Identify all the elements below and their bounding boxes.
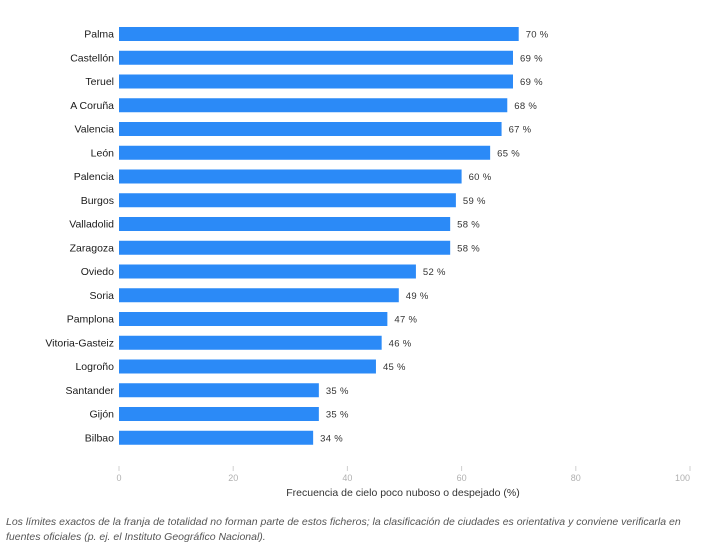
x-tick-label: 40	[342, 473, 352, 483]
bar-chart: Palma 70 % Castellón 69 % Teruel 69 % A Coruña…	[45, 27, 691, 499]
value-label-palma: 70 %	[526, 30, 549, 41]
category-label-pamplona: Pamplona	[67, 314, 114, 326]
x-tick-label: 60	[457, 473, 467, 483]
bar-gijon	[119, 407, 319, 421]
category-label-vitoria-gasteiz: Vitoria-Gasteiz	[45, 337, 114, 349]
value-label-logrono: 45 %	[383, 362, 406, 373]
value-label-santander: 35 %	[326, 386, 349, 397]
value-label-bilbao: 34 %	[320, 433, 343, 444]
value-label-oviedo: 52 %	[423, 267, 446, 278]
x-tick-label: 100	[675, 473, 690, 483]
category-label-oviedo: Oviedo	[81, 266, 114, 278]
bar-teruel	[119, 74, 513, 89]
bar-castellon	[119, 50, 513, 65]
bar-a-coruna	[119, 98, 508, 113]
value-label-teruel: 69 %	[520, 77, 543, 88]
value-label-leon: 65 %	[497, 148, 520, 159]
bar-soria	[119, 288, 399, 303]
category-label-palencia: Palencia	[74, 171, 114, 183]
value-label-zaragoza: 58 %	[457, 243, 480, 254]
x-axis-title: Frecuencia de cielo poco nuboso o despej…	[286, 487, 519, 499]
value-label-valencia: 67 %	[509, 125, 532, 136]
category-label-burgos: Burgos	[81, 195, 114, 207]
value-label-vitoria-gasteiz: 46 %	[389, 338, 412, 349]
bar-valencia	[119, 122, 502, 136]
bar-palencia	[119, 169, 462, 184]
category-label-zaragoza: Zaragoza	[70, 242, 115, 254]
chart-caption: Los límites exactos de la franja de tota…	[6, 516, 681, 543]
category-label-a-coruna: A Coruña	[70, 100, 114, 112]
category-label-logrono: Logroño	[75, 361, 114, 373]
bar-bilbao	[119, 430, 314, 445]
bar-leon	[119, 145, 491, 160]
bar-pamplona	[119, 312, 388, 326]
x-tick-label: 20	[228, 473, 238, 483]
bar-logrono	[119, 359, 376, 374]
bar-palma	[119, 27, 519, 41]
category-label-gijon: Gijón	[89, 409, 114, 421]
value-label-a-coruna: 68 %	[514, 101, 537, 112]
category-label-bilbao: Bilbao	[85, 432, 114, 444]
x-tick-label: 0	[116, 473, 121, 483]
value-label-gijon: 35 %	[326, 410, 349, 421]
category-label-teruel: Teruel	[85, 76, 114, 88]
bar-oviedo	[119, 264, 416, 279]
category-label-valladolid: Valladolid	[69, 219, 114, 231]
bar-zaragoza	[119, 240, 451, 255]
bar-vitoria-gasteiz	[119, 335, 382, 350]
value-label-palencia: 60 %	[469, 172, 492, 183]
value-label-pamplona: 47 %	[394, 315, 417, 326]
category-label-santander: Santander	[66, 385, 115, 397]
x-tick-label: 80	[571, 473, 581, 483]
category-label-palma: Palma	[84, 29, 114, 41]
x-axis: 0 20 40 60 80 100	[116, 466, 691, 483]
value-label-soria: 49 %	[406, 291, 429, 302]
category-label-leon: León	[91, 147, 115, 159]
value-label-burgos: 59 %	[463, 196, 486, 207]
bars-group: Palma 70 % Castellón 69 % Teruel 69 % A Coruña…	[45, 27, 549, 445]
value-label-valladolid: 58 %	[457, 220, 480, 231]
category-label-soria: Soria	[89, 290, 114, 302]
bar-santander	[119, 383, 319, 398]
value-label-castellon: 69 %	[520, 53, 543, 64]
category-label-castellon: Castellón	[70, 52, 114, 64]
bar-valladolid	[119, 217, 451, 231]
category-label-valencia: Valencia	[75, 124, 115, 136]
bar-burgos	[119, 193, 456, 208]
